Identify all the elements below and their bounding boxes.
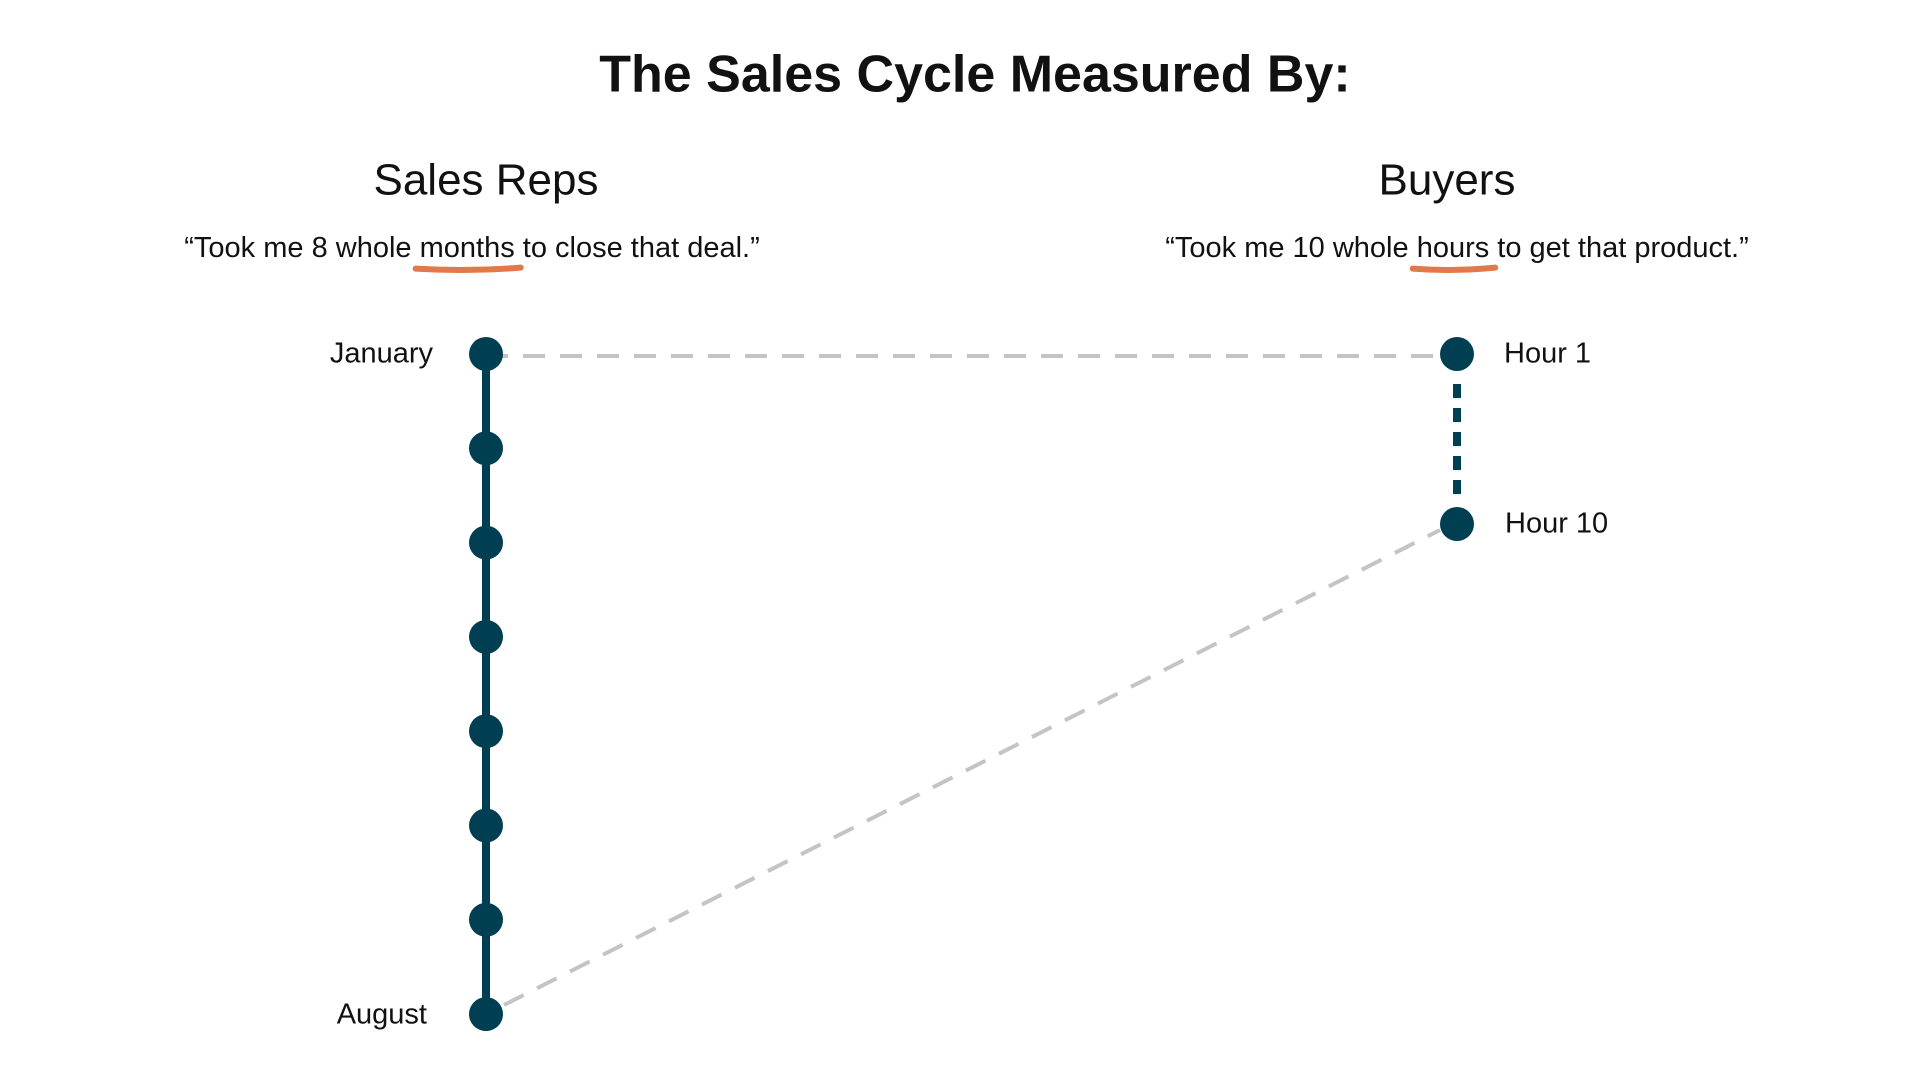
timeline-dot <box>1440 507 1474 541</box>
connector-end <box>503 528 1441 1007</box>
timeline-dot <box>469 619 503 654</box>
heading: Buyers <box>1379 156 1516 205</box>
timeline-dot <box>469 337 503 371</box>
timeline-label: Hour 10 <box>1505 508 1608 540</box>
timeline-dot <box>469 808 503 843</box>
timeline-dot <box>469 902 503 937</box>
timeline-dot <box>469 997 503 1032</box>
quote: “Took me 8 whole months to close that de… <box>184 232 759 264</box>
highlight-underline <box>1409 264 1499 273</box>
timeline-dot <box>469 525 503 560</box>
timeline-dot <box>469 714 503 749</box>
quote-text: “Took me 10 whole <box>1165 232 1416 264</box>
title: The Sales Cycle Measured By: <box>599 46 1350 104</box>
quote: “Took me 10 whole hours to get that prod… <box>1165 232 1749 264</box>
heading: Sales Reps <box>373 156 598 205</box>
quote-text: “Took me 8 whole <box>184 232 419 264</box>
timeline-label: Hour 1 <box>1504 338 1591 370</box>
timeline-label: August <box>337 999 427 1031</box>
timeline-label: January <box>330 338 434 370</box>
highlight-underline <box>412 264 524 273</box>
timeline-dot <box>1440 337 1474 371</box>
quote-highlight: hours <box>1417 232 1490 264</box>
quote-text: to get that product.” <box>1489 232 1749 264</box>
quote-highlight: months <box>420 232 515 264</box>
timeline-dot <box>469 431 503 466</box>
quote-text: to close that deal.” <box>515 232 760 264</box>
dots <box>469 337 1474 1032</box>
